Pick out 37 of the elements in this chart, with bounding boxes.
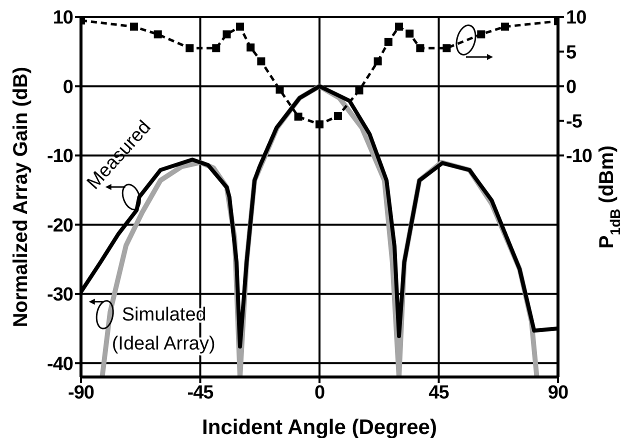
point [416,44,424,52]
point [154,30,162,38]
y-tick-label: 10 [52,8,73,29]
x-tick-label: -45 [187,382,214,404]
y2-tick-label: 5 [566,42,577,64]
y-tick-label: -10 [47,146,73,168]
point [257,57,266,66]
point [501,22,509,31]
point [355,86,364,94]
y-tick-label: -20 [47,215,73,236]
y-axis-title: Normalized Array Gain (dB) [10,66,32,328]
point [395,22,403,31]
y2-tick-label: 10 [566,8,586,29]
point [406,30,414,38]
point [186,44,194,52]
point [294,112,302,121]
y2-tick-label: 0 [566,76,576,98]
y-tick-label: -40 [47,354,73,375]
y2-tick-label: -10 [566,146,592,168]
point [130,22,138,31]
x-tick-label: 0 [314,382,325,404]
x-tick-label: 45 [428,382,450,404]
point [246,43,255,52]
point [477,30,486,38]
x-tick-label: 90 [548,382,568,404]
point [236,22,244,31]
point [316,120,324,128]
point [384,38,392,46]
y-tick-label: 0 [62,76,73,98]
y2-tick-label: -5 [566,112,583,133]
x-tick-label: -90 [68,382,94,404]
point [374,57,382,66]
point [442,44,451,52]
y-tick-label: -30 [47,284,73,306]
point [212,44,220,52]
point [222,30,231,38]
point [334,112,342,120]
